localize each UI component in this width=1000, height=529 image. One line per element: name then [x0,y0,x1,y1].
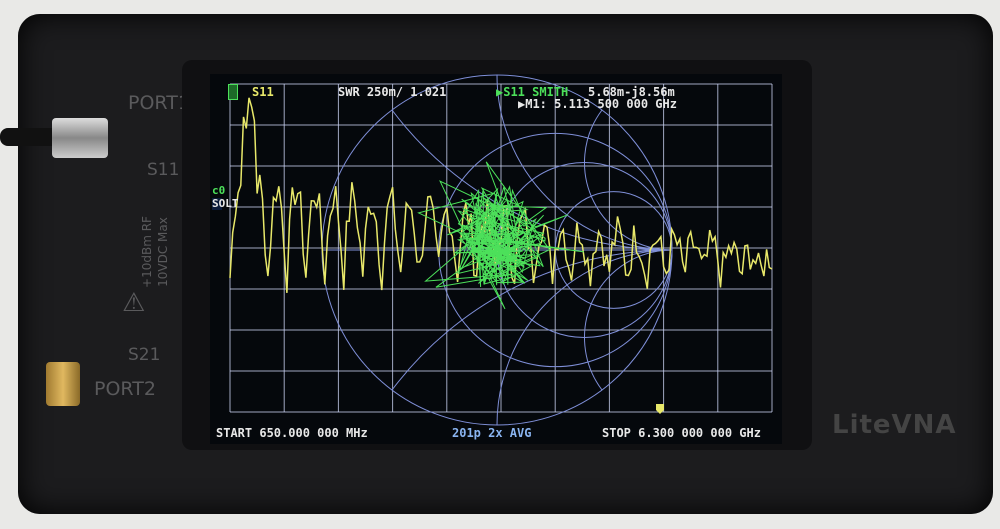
smith-reactance-arc [391,109,673,251]
smith-reactance-arc [391,249,673,391]
trace1-label[interactable]: S11 [252,85,274,99]
battery-icon [228,84,238,100]
trace1-format[interactable]: SWR 250m/ 1.021 [338,85,447,99]
marker-flag-icon [656,404,664,414]
port2-connector [46,362,80,406]
cal-status[interactable]: c0 [212,184,226,197]
trace2-label[interactable]: ▶S11 SMITH [496,85,569,99]
port2-label: PORT2 [94,378,156,400]
coax-cable [0,128,60,146]
smith-reactance-arc [496,74,673,251]
warning-icon: ⚠ [122,288,146,318]
plot-area[interactable] [210,74,782,444]
brand-logo: LiteVNA [832,410,957,440]
stop-frequency[interactable]: STOP 6.300 000 000 GHz [602,426,761,440]
port1-connector [52,118,108,158]
smith-reactance-arc [584,249,673,391]
smith-reactance-arc [584,109,673,251]
rating-line2: 10VDC Max [156,217,170,287]
lcd-screen[interactable]: S11 SWR 250m/ 1.021 ▶S11 SMITH 5.68m-j8.… [210,74,782,444]
start-frequency[interactable]: START 650.000 000 MHz [216,426,368,440]
s21-label: S21 [128,345,161,365]
points-average[interactable]: 201p 2x AVG [452,426,532,440]
marker-readout[interactable]: ▶M1: 5.113 500 000 GHz [518,97,677,111]
smith-reactance-arc [496,249,673,426]
s11-label: S11 [147,160,180,180]
port1-label: PORT1 [128,92,190,114]
smith-trace [417,161,584,310]
trace2-value: 5.68m-j8.56m [588,85,675,99]
cal-type[interactable]: SOLT [212,197,239,210]
